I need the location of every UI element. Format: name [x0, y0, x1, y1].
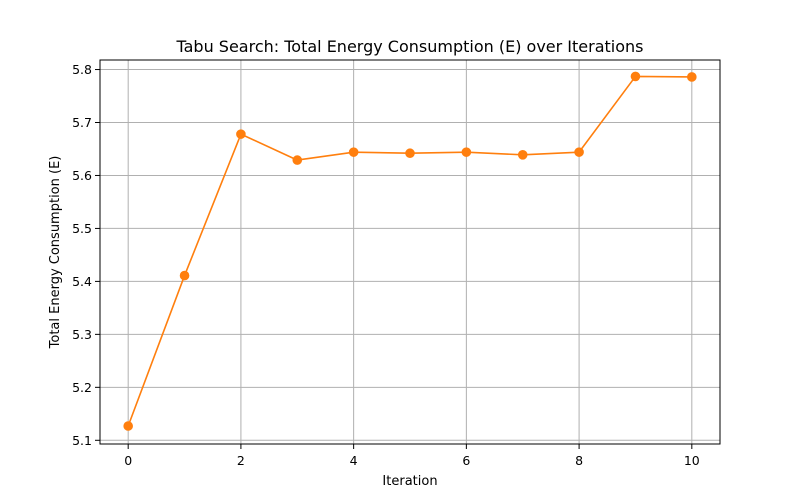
series-line — [127, 75, 692, 427]
data-point — [179, 270, 190, 281]
data-point — [630, 71, 641, 82]
y-axis-label: Total Energy Consumption (E) — [48, 156, 63, 350]
data-point — [123, 421, 133, 431]
data-point — [461, 147, 472, 157]
x-axis-label: Iteration — [382, 474, 437, 489]
y-tick-label: 5.4 — [72, 274, 92, 289]
x-tick-label: 0 — [124, 453, 132, 468]
y-tick-label: 5.2 — [72, 380, 92, 395]
x-tick-label: 2 — [237, 453, 245, 468]
y-tick-label: 5.3 — [72, 327, 92, 342]
x-tick-label: 4 — [350, 453, 358, 468]
y-tick-label: 5.5 — [72, 221, 92, 236]
grid — [100, 60, 720, 444]
x-tick-label: 6 — [462, 453, 470, 468]
data-point — [687, 72, 697, 82]
x-tick-label: 10 — [684, 453, 700, 468]
data-point — [348, 147, 359, 157]
data-point — [517, 150, 528, 160]
data-point — [292, 155, 303, 165]
y-tick-label: 5.1 — [72, 433, 92, 448]
y-tick-label: 5.8 — [72, 62, 92, 77]
plot-frame — [99, 59, 721, 445]
y-tick-label: 5.6 — [72, 168, 92, 183]
data-point — [236, 129, 246, 139]
axes — [99, 59, 721, 445]
y-tick-label: 5.7 — [72, 115, 92, 130]
series — [123, 71, 697, 431]
data-point — [574, 147, 584, 157]
chart-title: Tabu Search: Total Energy Consumption (E… — [175, 37, 643, 56]
ticks: 0 2 4 6 8 10 5.1 5.2 5.3 5.4 5.5 5.6 5.7 5.8 — [72, 62, 700, 468]
data-point — [405, 148, 415, 159]
x-tick-label: 8 — [575, 453, 583, 468]
